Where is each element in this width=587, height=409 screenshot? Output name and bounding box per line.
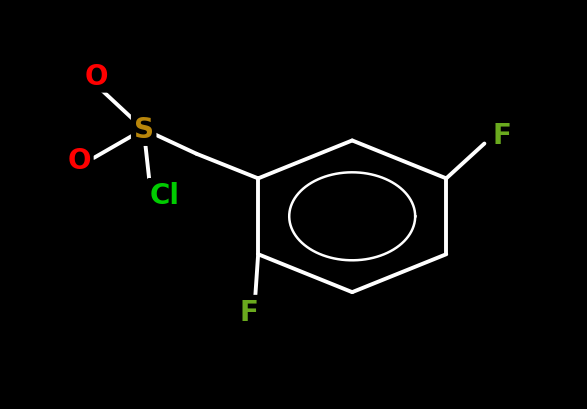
Text: S: S bbox=[134, 116, 154, 144]
Text: F: F bbox=[240, 298, 259, 326]
Text: Cl: Cl bbox=[149, 181, 179, 209]
Text: F: F bbox=[492, 122, 511, 150]
Text: O: O bbox=[85, 63, 109, 91]
Text: O: O bbox=[68, 146, 91, 175]
